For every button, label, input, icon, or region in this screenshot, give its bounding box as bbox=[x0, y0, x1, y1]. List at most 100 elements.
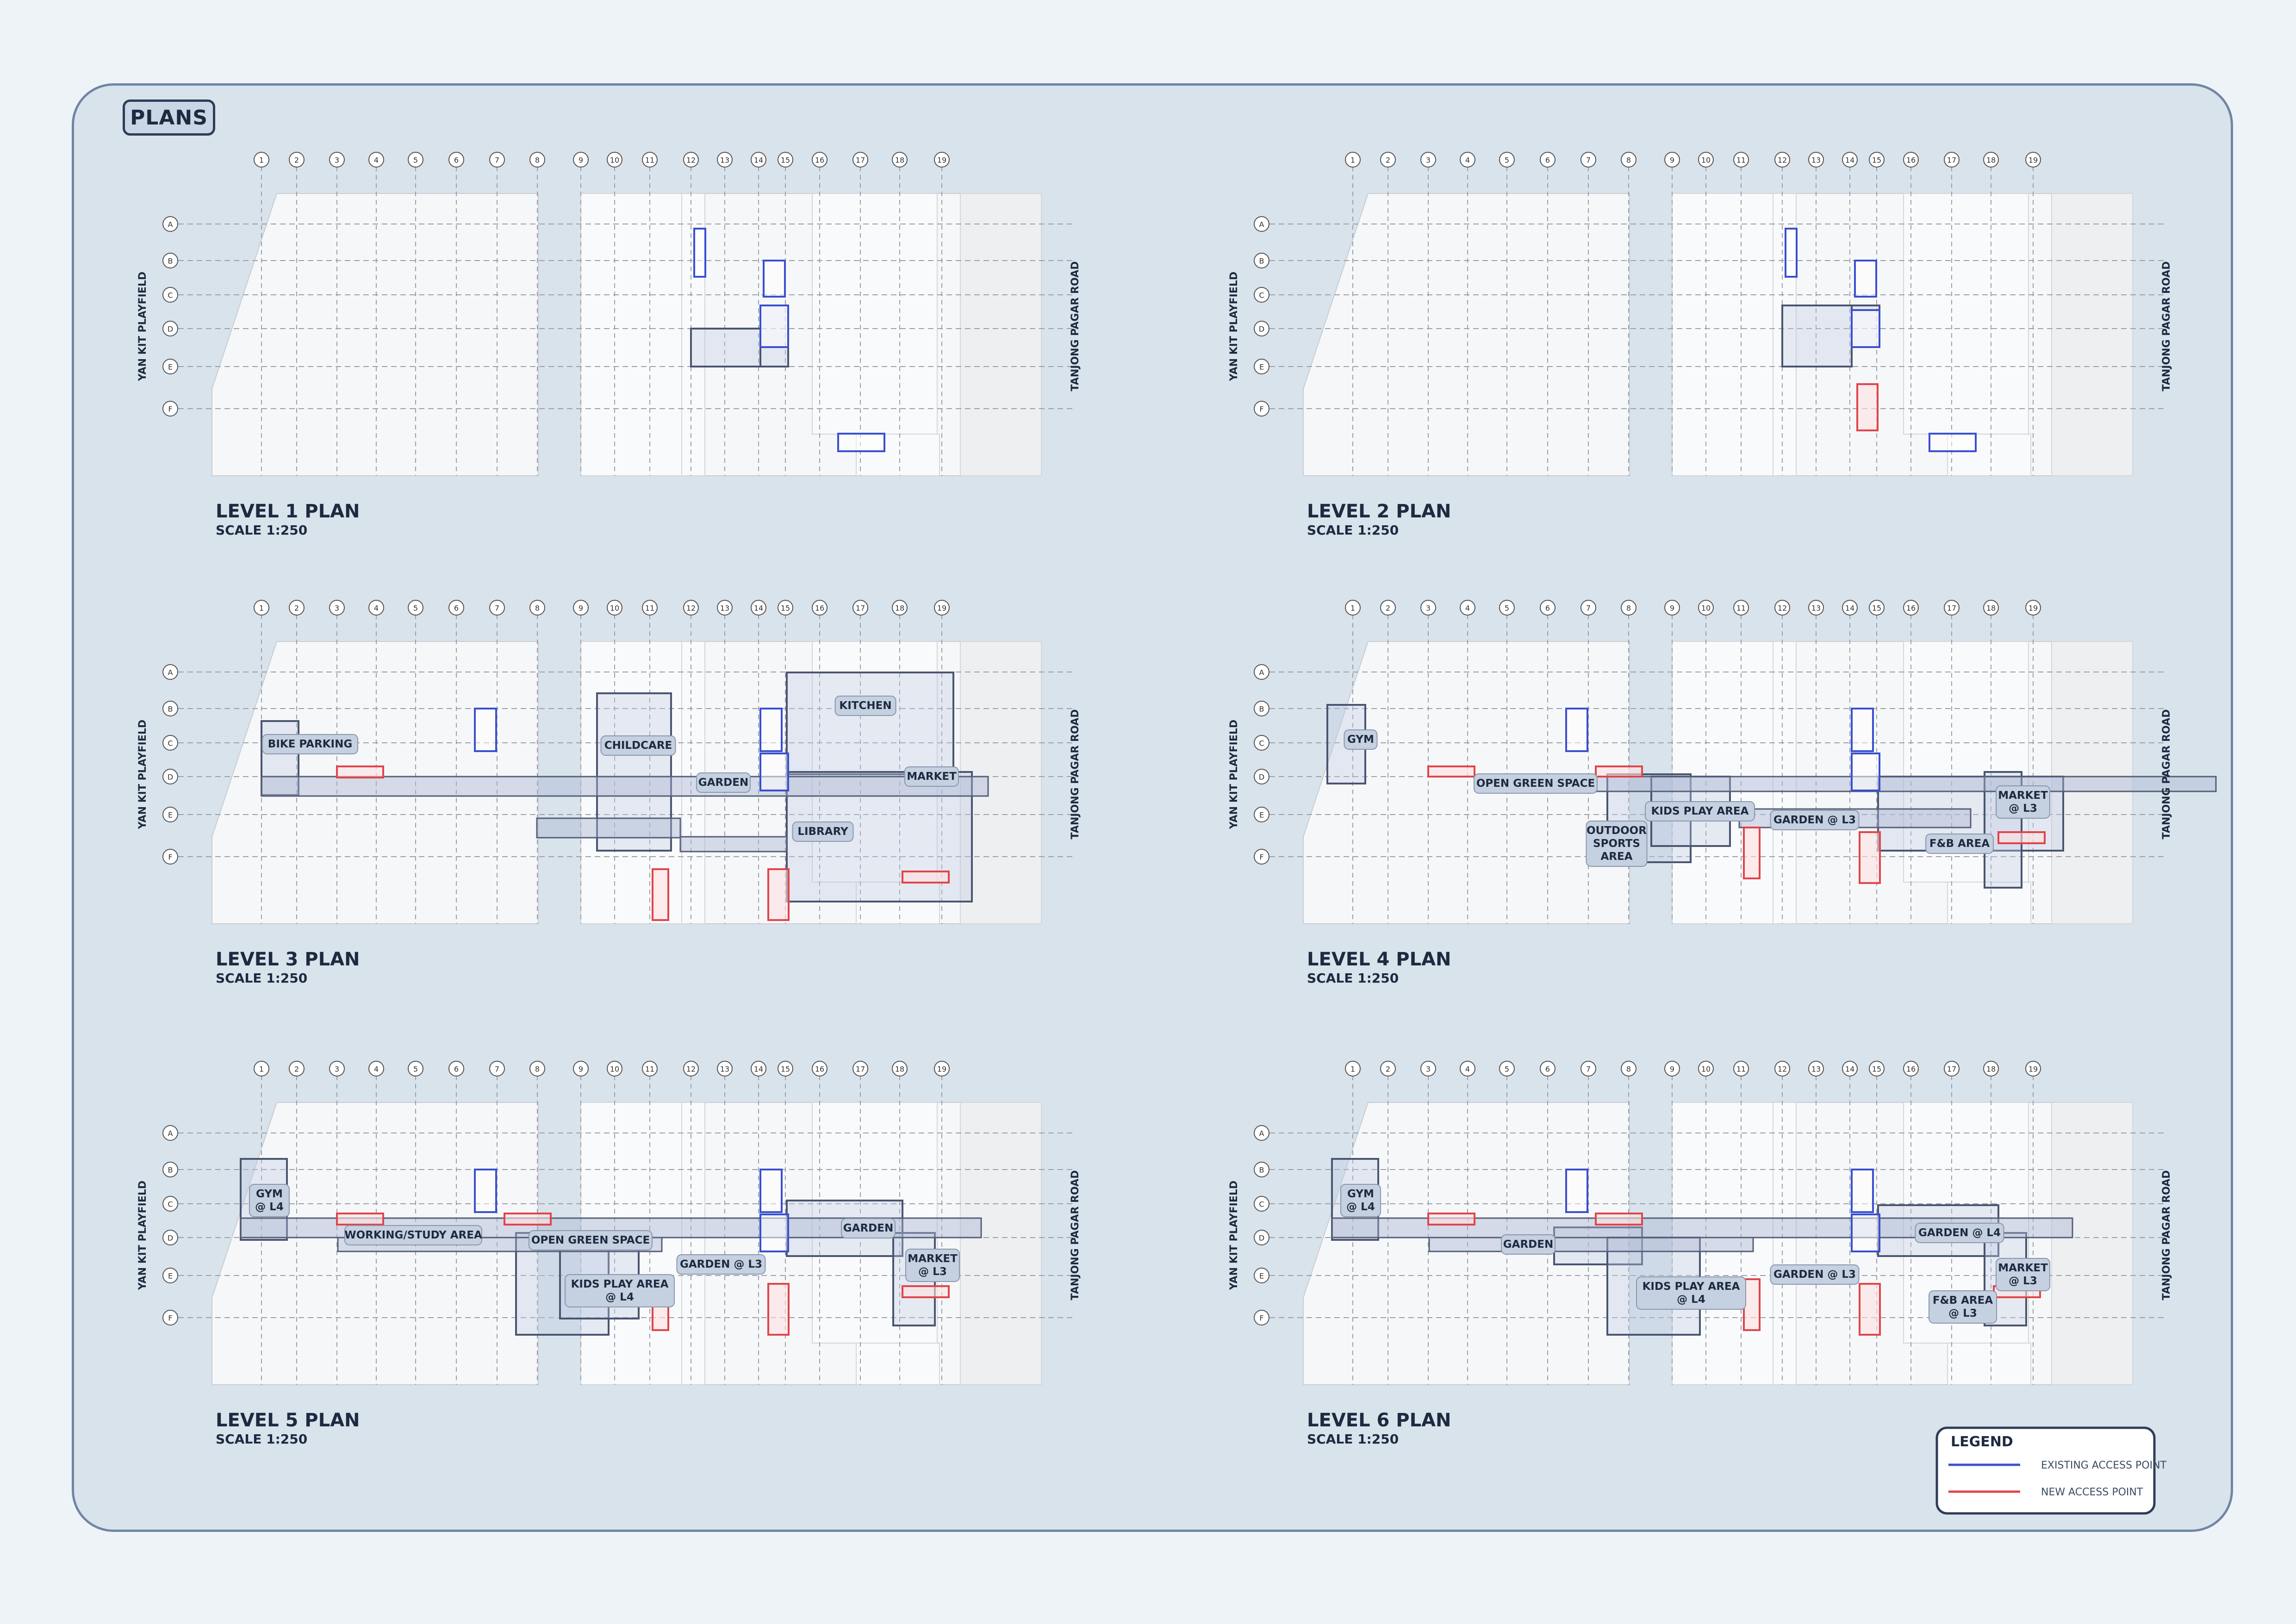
grid-column-label: 1 bbox=[1350, 604, 1355, 613]
grid-column-marker: 3 bbox=[329, 600, 345, 616]
grid-column-label: 17 bbox=[1947, 156, 1956, 165]
building-block bbox=[1947, 434, 2031, 476]
grid-column-label: 5 bbox=[413, 1065, 418, 1074]
grid-column-label: 6 bbox=[1545, 1065, 1550, 1074]
existing-access-point bbox=[693, 228, 706, 278]
grid-bubble bbox=[812, 1061, 828, 1076]
grid-column-marker: 12 bbox=[683, 152, 699, 168]
grid-column-marker: 16 bbox=[1903, 1061, 1919, 1076]
grid-column-label: 7 bbox=[1586, 1065, 1591, 1074]
grid-column-marker: 13 bbox=[1808, 152, 1824, 168]
room-label-badge: GYM bbox=[1344, 729, 1378, 750]
corridor bbox=[1428, 1237, 1754, 1252]
grid-bubble bbox=[1580, 600, 1596, 616]
grid-row-label: C bbox=[1259, 739, 1264, 748]
road-label-left: YAN KIT PLAYFIELD bbox=[1228, 272, 1240, 381]
room-label-line: GARDEN @ L4 bbox=[1918, 1227, 2001, 1239]
room-label-bg bbox=[905, 1249, 960, 1282]
room-label-badge: F&B AREA bbox=[1925, 834, 1994, 854]
grid-column-marker: 18 bbox=[892, 1061, 908, 1076]
grid-row-marker: D bbox=[162, 321, 178, 336]
room-label-badge: GARDEN @ L3 bbox=[1770, 810, 1860, 830]
grid-bubble bbox=[1345, 1061, 1361, 1076]
grid-row-label: C bbox=[1259, 291, 1264, 300]
grid-bubble bbox=[162, 401, 178, 417]
grid-column-label: 13 bbox=[1811, 156, 1821, 165]
grid-bubble bbox=[162, 807, 178, 822]
grid-bubble bbox=[1254, 401, 1269, 417]
grid-bubble bbox=[934, 152, 950, 168]
corridor bbox=[261, 776, 989, 797]
grid-bubble bbox=[607, 152, 622, 168]
room-label-line: @ L4 bbox=[255, 1201, 284, 1213]
grid-column-marker: 11 bbox=[1733, 1061, 1749, 1076]
room-label-badge: MARKET @ L3 bbox=[905, 1249, 960, 1282]
grid-column-marker: 13 bbox=[717, 600, 733, 616]
grid-bubble bbox=[934, 600, 950, 616]
grid-bubble bbox=[1254, 321, 1269, 336]
room-label-badge: F&B AREA @ L3 bbox=[1929, 1290, 1997, 1324]
grid-column-label: 19 bbox=[2028, 1065, 2038, 1074]
grid-column-label: 6 bbox=[1545, 604, 1550, 613]
grid-column-marker: 3 bbox=[1420, 152, 1436, 168]
grid-bubble bbox=[489, 1061, 505, 1076]
new-access-point bbox=[1743, 827, 1761, 879]
grid-column-marker: 16 bbox=[1903, 600, 1919, 616]
grid-bubble bbox=[1254, 1125, 1269, 1141]
grid-row-marker: C bbox=[162, 287, 178, 303]
grid-column-label: 9 bbox=[579, 156, 583, 165]
grid-column-label: 15 bbox=[1872, 604, 1881, 613]
room-label: MARKET bbox=[907, 771, 957, 783]
grid-column-marker: 12 bbox=[1774, 1061, 1790, 1076]
road-label-right: TANJONG PAGAR ROAD bbox=[2161, 261, 2172, 392]
grid-column-label: 11 bbox=[1736, 156, 1746, 165]
new-access-point bbox=[1856, 383, 1879, 431]
room-label-line: GYM bbox=[256, 1188, 283, 1200]
grid-row-label: F bbox=[168, 405, 172, 414]
road-label-right: TANJONG PAGAR ROAD bbox=[2161, 1170, 2172, 1300]
grid-bubble bbox=[1621, 1061, 1636, 1076]
room-label: GARDEN @ L4 bbox=[1918, 1227, 2001, 1239]
grid-row-marker: C bbox=[1254, 287, 1269, 303]
room-label: OPEN GREEN SPACE bbox=[1476, 778, 1595, 790]
grid-column-marker: 15 bbox=[1869, 1061, 1885, 1076]
grid-column-label: 18 bbox=[895, 1065, 904, 1074]
grid-column-label: 13 bbox=[720, 1065, 729, 1074]
grid-column-label: 8 bbox=[535, 604, 540, 613]
grid-column-label: 3 bbox=[1426, 604, 1431, 613]
room-label-line: F&B AREA bbox=[1933, 1294, 1993, 1307]
existing-access-point bbox=[759, 708, 783, 752]
grid-bubble bbox=[2025, 1061, 2041, 1076]
grid-row-marker: E bbox=[162, 1268, 178, 1283]
grid-column-label: 9 bbox=[579, 604, 583, 613]
grid-bubble bbox=[1254, 1268, 1269, 1283]
grid-row-marker: F bbox=[162, 849, 178, 865]
grid-column-label: 17 bbox=[856, 156, 865, 165]
grid-bubble bbox=[1698, 1061, 1714, 1076]
road-label-right: TANJONG PAGAR ROAD bbox=[1070, 261, 1081, 392]
room-label: GARDEN bbox=[843, 1222, 893, 1234]
plan-scale: SCALE 1:250 bbox=[1307, 523, 1399, 538]
grid-column-label: 11 bbox=[645, 156, 654, 165]
building-block bbox=[960, 1102, 1042, 1385]
grid-column-marker: 16 bbox=[1903, 152, 1919, 168]
grid-column-marker: 7 bbox=[1580, 1061, 1596, 1076]
grid-row-label: B bbox=[1259, 257, 1264, 266]
existing-access-point bbox=[1851, 309, 1880, 348]
grid-bubble bbox=[1254, 359, 1269, 374]
room-outline bbox=[690, 328, 761, 367]
grid-column-marker: 4 bbox=[368, 1061, 384, 1076]
grid-bubble bbox=[2025, 600, 2041, 616]
grid-column-label: 13 bbox=[720, 604, 729, 613]
building-block bbox=[681, 1102, 705, 1385]
grid-bubble bbox=[1540, 600, 1556, 616]
grid-column-marker: 17 bbox=[852, 152, 868, 168]
grid-bubble bbox=[892, 600, 908, 616]
room-label-badge: KIDS PLAY AREA @ L4 bbox=[1636, 1276, 1746, 1310]
room-label-line: @ L4 bbox=[1677, 1294, 1705, 1306]
grid-column-marker: 2 bbox=[289, 1061, 305, 1076]
grid-column-marker: 17 bbox=[852, 600, 868, 616]
grid-bubble bbox=[1733, 600, 1749, 616]
